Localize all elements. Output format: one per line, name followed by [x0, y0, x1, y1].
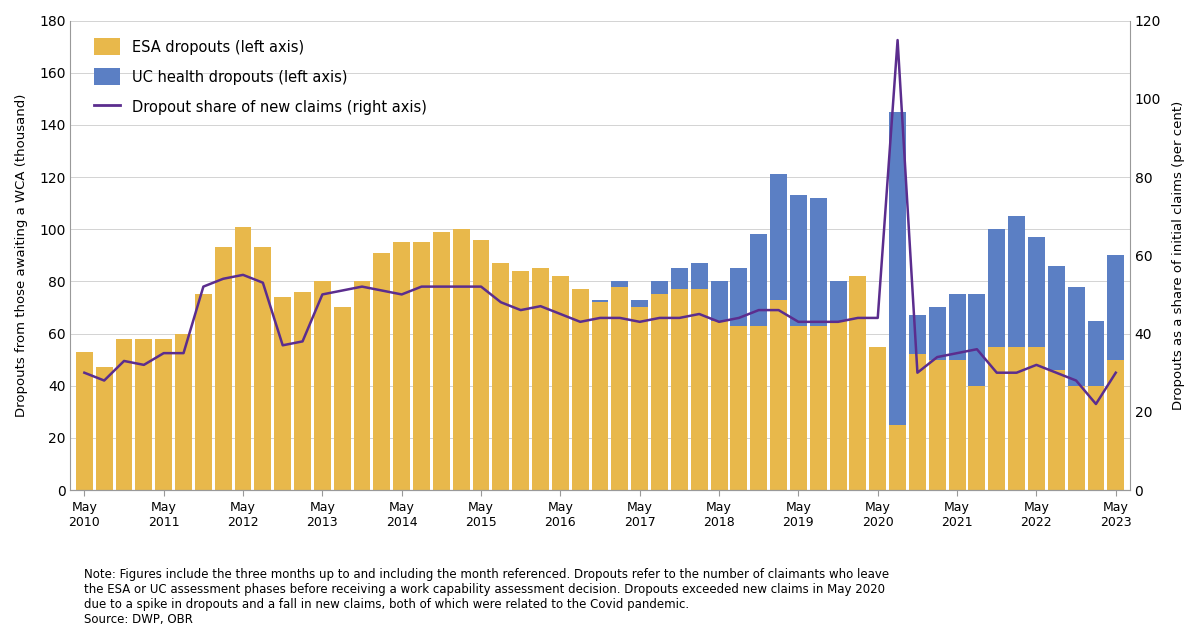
Bar: [1087, 386, 1104, 490]
Bar: [949, 295, 966, 360]
Bar: [155, 339, 172, 490]
Bar: [1008, 216, 1025, 346]
Bar: [1068, 286, 1085, 386]
Bar: [612, 286, 629, 490]
Bar: [671, 269, 688, 289]
Bar: [750, 234, 767, 325]
Bar: [254, 248, 271, 490]
Bar: [968, 295, 985, 386]
Legend: ESA dropouts (left axis), UC health dropouts (left axis), Dropout share of new c: ESA dropouts (left axis), UC health drop…: [89, 32, 433, 121]
Bar: [671, 289, 688, 490]
Bar: [433, 232, 450, 490]
Bar: [731, 325, 748, 490]
Bar: [235, 227, 252, 490]
Bar: [612, 281, 629, 286]
Bar: [96, 367, 113, 490]
Bar: [275, 297, 292, 490]
Bar: [492, 263, 509, 490]
Bar: [215, 248, 232, 490]
Bar: [710, 320, 727, 490]
Bar: [354, 281, 371, 490]
Bar: [1108, 255, 1124, 360]
Bar: [334, 308, 350, 490]
Bar: [691, 289, 708, 490]
Text: Note: Figures include the three months up to and including the month referenced.: Note: Figures include the three months u…: [84, 568, 889, 626]
Bar: [413, 242, 430, 490]
Bar: [652, 295, 668, 490]
Bar: [989, 229, 1006, 346]
Bar: [790, 325, 806, 490]
Bar: [889, 425, 906, 490]
Bar: [373, 253, 390, 490]
Bar: [869, 346, 886, 490]
Bar: [175, 334, 192, 490]
Bar: [314, 281, 331, 490]
Bar: [552, 276, 569, 490]
Bar: [631, 300, 648, 308]
Bar: [968, 386, 985, 490]
Bar: [989, 346, 1006, 490]
Bar: [294, 292, 311, 490]
Bar: [1068, 386, 1085, 490]
Bar: [810, 198, 827, 325]
Bar: [731, 269, 748, 325]
Bar: [652, 281, 668, 295]
Y-axis label: Dropouts from those awaiting a WCA (thousand): Dropouts from those awaiting a WCA (thou…: [16, 94, 28, 417]
Bar: [810, 325, 827, 490]
Bar: [889, 112, 906, 425]
Y-axis label: Dropouts as a share of initial claims (per cent): Dropouts as a share of initial claims (p…: [1172, 100, 1186, 410]
Bar: [473, 240, 490, 490]
Bar: [790, 195, 806, 325]
Bar: [394, 242, 410, 490]
Bar: [908, 355, 926, 490]
Bar: [850, 276, 866, 490]
Bar: [194, 295, 211, 490]
Bar: [829, 281, 846, 320]
Bar: [949, 360, 966, 490]
Bar: [136, 339, 152, 490]
Bar: [1028, 346, 1045, 490]
Bar: [512, 271, 529, 490]
Bar: [770, 174, 787, 300]
Bar: [929, 360, 946, 490]
Bar: [829, 320, 846, 490]
Bar: [1048, 265, 1064, 370]
Bar: [592, 300, 608, 302]
Bar: [1008, 346, 1025, 490]
Bar: [592, 302, 608, 490]
Bar: [631, 308, 648, 490]
Bar: [1048, 370, 1064, 490]
Bar: [1028, 237, 1045, 346]
Bar: [76, 352, 92, 490]
Bar: [532, 269, 548, 490]
Bar: [571, 289, 589, 490]
Bar: [1087, 320, 1104, 386]
Bar: [929, 308, 946, 360]
Bar: [908, 315, 926, 355]
Bar: [750, 325, 767, 490]
Bar: [770, 300, 787, 490]
Bar: [115, 339, 132, 490]
Bar: [691, 263, 708, 289]
Bar: [1108, 360, 1124, 490]
Bar: [452, 229, 469, 490]
Bar: [710, 281, 727, 320]
